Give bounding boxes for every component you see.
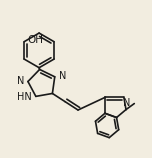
Text: N: N	[17, 76, 24, 86]
Text: N: N	[59, 71, 66, 81]
Text: OH: OH	[27, 35, 43, 45]
Text: HN: HN	[17, 92, 32, 102]
Text: N: N	[123, 98, 130, 108]
